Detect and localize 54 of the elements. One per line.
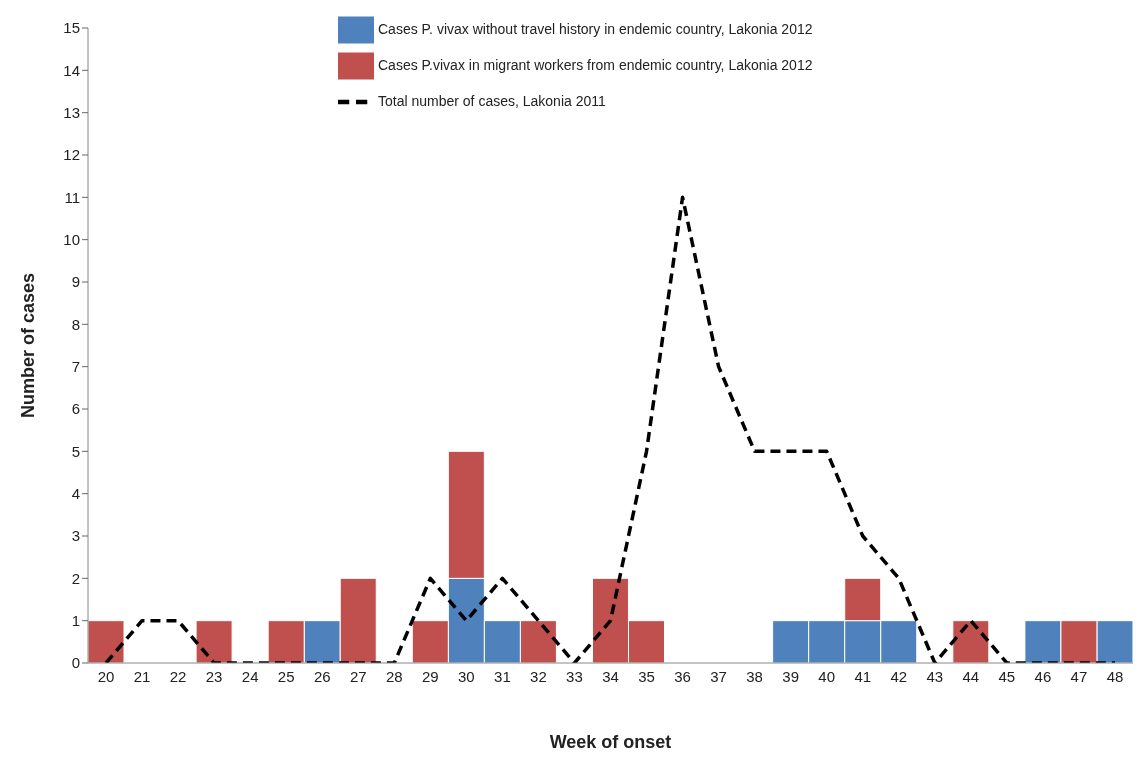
x-tick-label: 34 xyxy=(602,667,619,685)
x-tick-label: 23 xyxy=(205,667,223,685)
x-tick-label: 36 xyxy=(674,667,691,685)
x-tick-label: 25 xyxy=(277,667,295,685)
y-tick-label: 14 xyxy=(63,61,80,79)
y-tick-label: 1 xyxy=(71,611,80,629)
y-tick-label: 2 xyxy=(71,569,80,587)
x-tick-label: 28 xyxy=(385,667,403,685)
x-tick-label: 20 xyxy=(97,667,115,685)
y-tick-label: 4 xyxy=(71,484,80,502)
x-tick-label: 31 xyxy=(494,667,511,685)
legend-label: Total number of cases, Lakonia 2011 xyxy=(378,92,606,109)
x-axis-title: Week of onset xyxy=(549,732,672,752)
x-tick-label: 26 xyxy=(313,667,331,685)
x-tick-label: 32 xyxy=(530,667,547,685)
y-tick-label: 5 xyxy=(71,442,80,460)
y-axis-title: Number of cases xyxy=(18,272,39,419)
x-tick-label: 44 xyxy=(962,667,980,685)
x-tick-label: 42 xyxy=(890,667,908,685)
y-tick-label: 15 xyxy=(63,19,80,37)
line-series xyxy=(104,195,1117,663)
y-tick-label: 7 xyxy=(71,357,80,375)
x-tick-label: 45 xyxy=(998,667,1016,685)
x-tick-label: 47 xyxy=(1070,667,1088,685)
bar xyxy=(87,620,125,663)
x-tick-label: 24 xyxy=(241,667,259,685)
x-tick-label: 22 xyxy=(169,667,187,685)
legend-label: Cases P.vivax in migrant workers from endemic country, Lakonia 2012 xyxy=(378,56,813,73)
x-tick-label: 29 xyxy=(421,667,439,685)
y-tick-label: 12 xyxy=(63,146,80,164)
legend-label: Cases P. vivax without travel history in endemic country, Lakonia 2012 xyxy=(378,20,813,37)
y-tick-label: 10 xyxy=(63,230,80,248)
x-tick-label: 46 xyxy=(1034,667,1052,685)
y-tick-label: 11 xyxy=(64,188,80,206)
y-tick-label: 8 xyxy=(71,315,80,333)
bar xyxy=(195,620,233,663)
y-tick-label: 3 xyxy=(71,527,80,545)
x-tick-label: 37 xyxy=(710,667,727,685)
x-tick-label: 43 xyxy=(926,667,944,685)
x-tick-label: 21 xyxy=(133,667,151,685)
x-tick-label: 38 xyxy=(746,667,763,685)
y-tick-label: 9 xyxy=(71,273,80,291)
x-tick-label: 48 xyxy=(1106,667,1124,685)
x-tick-label: 35 xyxy=(638,667,655,685)
y-tick-label: 0 xyxy=(71,654,80,672)
x-tick-label: 33 xyxy=(566,667,583,685)
bar xyxy=(952,620,990,663)
y-tick-label: 6 xyxy=(71,400,80,418)
x-tick-label: 40 xyxy=(818,667,836,685)
x-tick-label: 39 xyxy=(782,667,800,685)
y-tick-label: 13 xyxy=(63,103,80,121)
x-tick-label: 41 xyxy=(854,667,872,685)
x-tick-label: 27 xyxy=(349,667,367,685)
x-tick-label: 30 xyxy=(458,667,475,685)
